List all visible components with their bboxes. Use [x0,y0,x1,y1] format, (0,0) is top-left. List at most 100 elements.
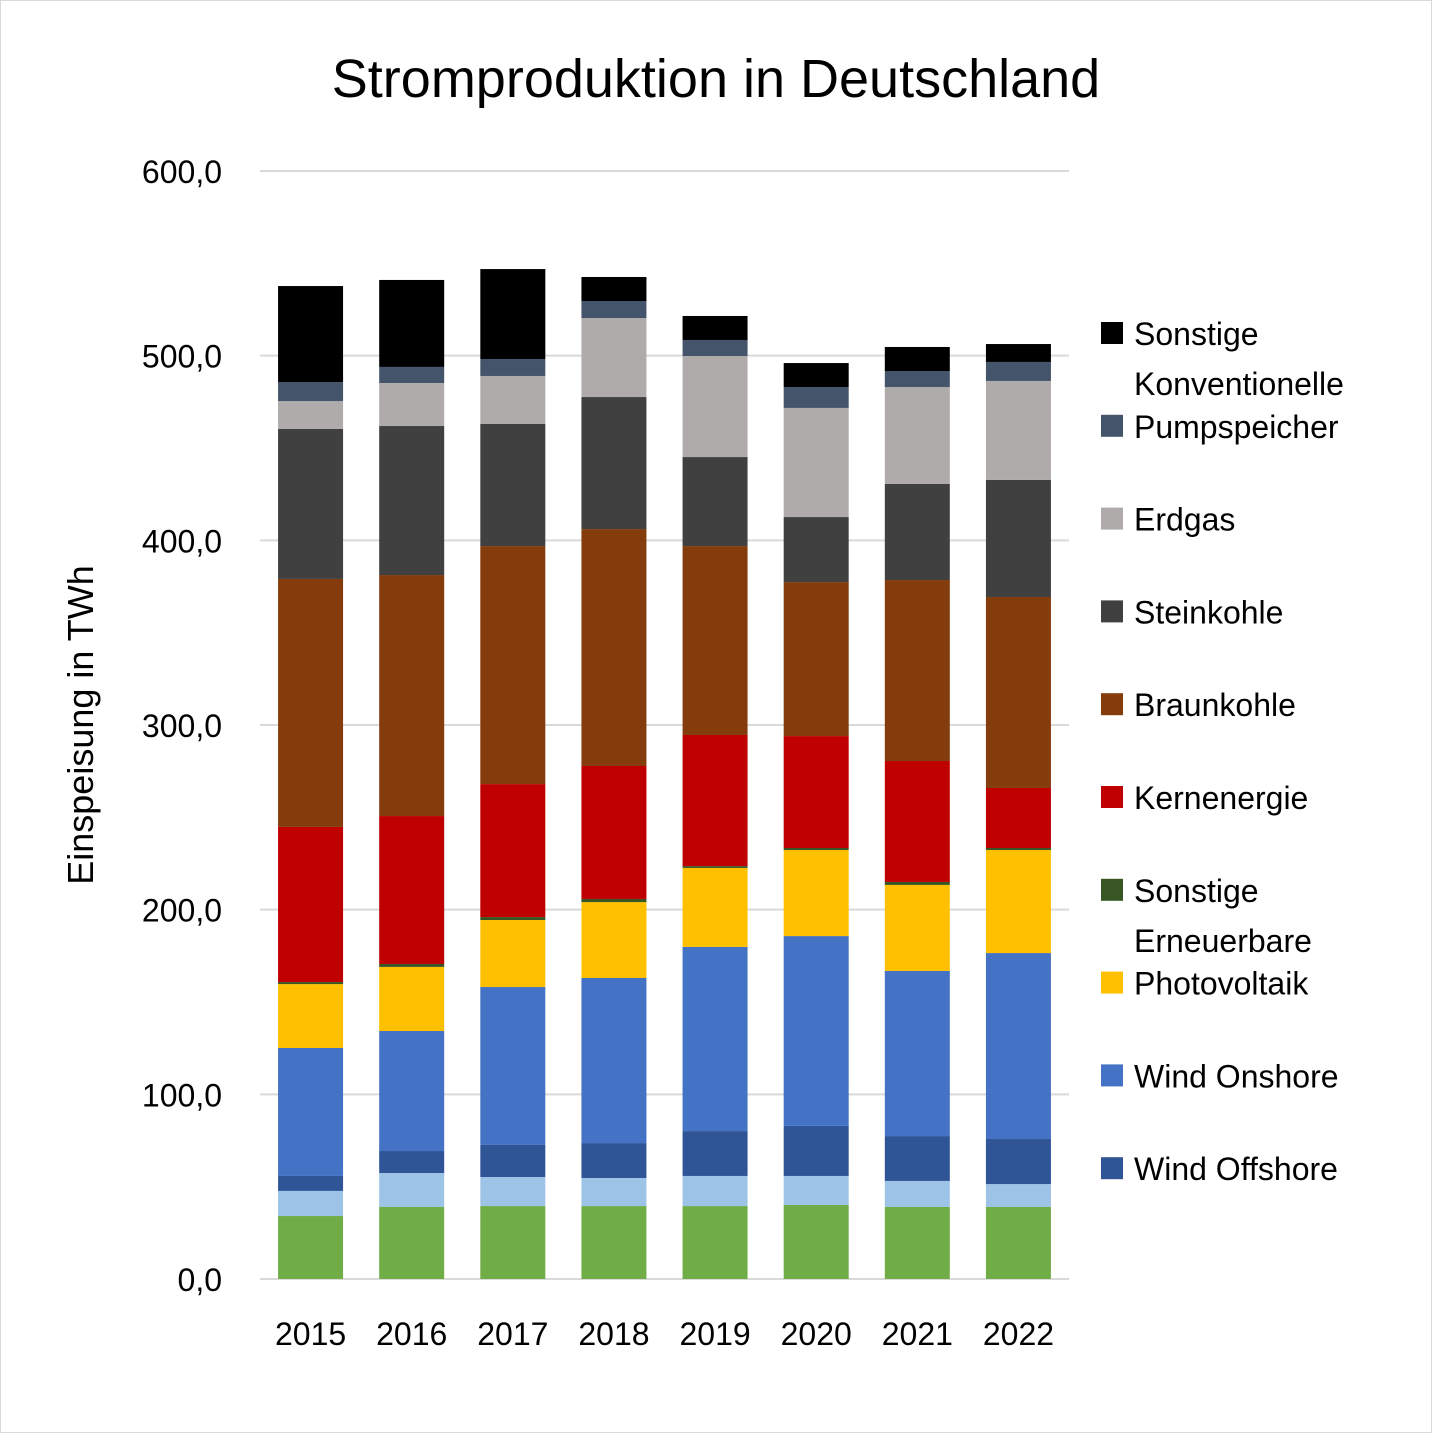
bar-segment-photovoltaik [581,902,647,978]
legend-swatch [1101,1064,1123,1087]
legend-item: Wind Onshore [1101,1058,1339,1094]
bar-segment-wind-onshore [278,1047,344,1176]
bar-segment-erdgas [682,356,748,458]
bar-segment-steinkohle [783,517,849,583]
bar-segment-kernenergie [783,736,849,848]
bar-segment-steinkohle [884,484,950,581]
bar-segment-braunkohle [581,529,647,766]
legend-label: Photovoltaik [1134,966,1309,1002]
chart-title: Stromproduktion in Deutschland [332,49,1100,109]
bar-segment-steinkohle [581,397,647,530]
bar-segment-series-1 [985,1184,1051,1207]
bar-segment-series-0 [985,1206,1051,1279]
bar-segment-wind-onshore [682,946,748,1132]
bar-segment-photovoltaik [278,984,344,1048]
bar-segment-sonstige-konventionelle [480,269,546,359]
bar-segment-wind-offshore [379,1151,445,1174]
bar-stack-2019 [682,315,748,1279]
bar-segment-wind-onshore [581,977,647,1144]
legend-label: Wind Onshore [1134,1058,1339,1094]
bar-segment-wind-onshore [783,936,849,1126]
y-tick-label: 300,0 [142,708,222,744]
x-tick-label: 2017 [477,1316,548,1352]
bar-stack-2022 [985,344,1051,1279]
bar-stack-2016 [379,279,445,1279]
bar-segment-pumpspeicher [581,301,647,318]
legend-item: Wind Offshore [1101,1151,1338,1187]
bar-stack-2021 [884,346,950,1279]
x-tick-label: 2019 [679,1316,750,1352]
bar-segment-sonstige-erneuerbare [783,847,849,851]
bar-segment-sonstige-konventionelle [682,315,748,340]
bar-segment-braunkohle [379,575,445,817]
x-tick-label: 2018 [578,1316,649,1352]
bar-segment-wind-offshore [783,1125,849,1176]
bar-segment-braunkohle [480,546,546,785]
bar-segment-wind-offshore [884,1136,950,1181]
bar-segment-erdgas [581,317,647,398]
bar-segment-wind-offshore [278,1175,344,1191]
legend-item: Steinkohle [1101,594,1283,630]
x-tick-label: 2015 [275,1316,346,1352]
bar-segment-series-1 [783,1175,849,1205]
bar-segment-wind-onshore [379,1030,445,1152]
bar-segment-steinkohle [379,426,445,576]
bar-segment-kernenergie [278,826,344,983]
bar-segment-series-0 [884,1206,950,1279]
legend-swatch [1101,322,1123,344]
bar-segment-series-1 [581,1177,647,1207]
bar-segment-sonstige-erneuerbare [985,847,1051,851]
legend-item: Sonstige Konventionelle [1101,316,1344,402]
bar-segment-erdgas [884,387,950,485]
bar-segment-series-1 [480,1177,546,1207]
bar-segment-erdgas [379,382,445,427]
bar-segment-pumpspeicher [379,366,445,383]
bar-segment-series-0 [480,1206,546,1279]
legend-swatch [1101,414,1123,437]
bar-segment-erdgas [480,375,546,424]
bar-segment-sonstige-erneuerbare [379,963,445,967]
bar-segment-erdgas [278,401,344,429]
bar-segment-photovoltaik [884,884,950,971]
legend-label: Steinkohle [1134,594,1283,630]
bar-segment-steinkohle [985,479,1051,598]
bar-segment-wind-offshore [682,1131,748,1176]
legend-swatch [1101,878,1123,901]
bar-segment-sonstige-konventionelle [985,344,1051,362]
legend-label: Kernenergie [1134,780,1308,816]
bar-segment-wind-offshore [480,1144,546,1178]
bar-segment-pumpspeicher [480,358,546,376]
bar-segment-sonstige-erneuerbare [884,881,950,885]
legend-swatch [1101,786,1123,808]
legend-item: Kernenergie [1101,780,1308,816]
legend-item: Erdgas [1101,502,1235,538]
bars [278,269,1051,1279]
bar-segment-steinkohle [682,457,748,547]
legend: Sonstige Konventionelle Pumpspeicher Erdgas… [1101,316,1344,1187]
bar-segment-kernenergie [480,784,546,918]
bar-segment-sonstige-konventionelle [783,363,849,388]
y-axis-ticks: 0,0 100,0 200,0 300,0 400,0 500,0 600,0 [142,154,222,1298]
bar-segment-erdgas [985,380,1051,480]
legend-swatch [1101,1157,1123,1180]
legend-label: Wind Offshore [1134,1151,1338,1187]
bar-segment-series-0 [379,1206,445,1279]
legend-item: Photovoltaik [1101,966,1309,1002]
legend-label: Braunkohle [1134,687,1296,723]
y-tick-label: 600,0 [142,154,222,190]
legend-swatch [1101,507,1123,530]
bar-segment-photovoltaik [783,850,849,937]
bar-segment-kernenergie [581,765,647,899]
y-tick-label: 400,0 [142,523,222,559]
bar-segment-wind-offshore [581,1143,647,1178]
bar-segment-kernenergie [682,734,748,867]
bar-segment-pumpspeicher [884,370,950,388]
bar-segment-wind-onshore [480,987,546,1145]
y-tick-label: 0,0 [178,1262,222,1298]
bar-segment-photovoltaik [985,850,1051,954]
legend-label: Sonstige Erneuerbare [1134,873,1312,959]
bar-segment-sonstige-konventionelle [884,346,950,371]
bar-segment-braunkohle [682,546,748,735]
legend-swatch [1101,971,1123,994]
